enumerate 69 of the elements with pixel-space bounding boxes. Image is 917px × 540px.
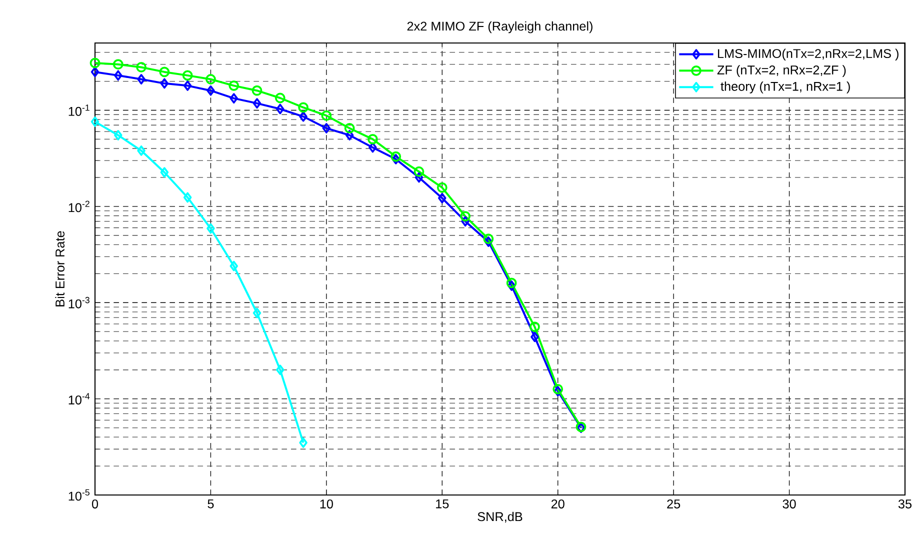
legend-label: ZF (nTx=2, nRx=2,ZF )	[717, 65, 846, 77]
point	[506, 278, 517, 288]
point	[276, 104, 284, 114]
x-axis-title: SNR,dB	[478, 512, 522, 523]
point	[159, 66, 170, 78]
point	[345, 130, 354, 140]
point	[274, 92, 286, 104]
point	[90, 58, 100, 68]
point	[114, 70, 122, 81]
point	[206, 74, 216, 84]
y-tick-label: 10$^{-5}$	[68, 489, 90, 501]
legend-label: LMS-MIMO(nTx=2,nRx=2,LMS )	[718, 48, 898, 61]
point	[252, 85, 262, 96]
point	[183, 192, 192, 203]
point	[484, 236, 493, 247]
point	[90, 116, 100, 127]
x-tick-label: 25	[667, 499, 680, 508]
point	[299, 437, 308, 448]
point	[183, 80, 192, 91]
y-tick-label: 10$^{-3}$	[68, 296, 90, 308]
point	[460, 211, 470, 222]
point	[368, 142, 377, 153]
point	[182, 70, 193, 81]
point	[392, 154, 400, 164]
point	[137, 74, 146, 84]
point	[230, 93, 238, 104]
point	[322, 123, 331, 134]
x-tick-label: 20	[551, 499, 564, 508]
point	[114, 130, 122, 140]
point	[368, 134, 378, 144]
point	[137, 145, 146, 156]
x-tick-label: 5	[208, 499, 214, 508]
point	[136, 62, 146, 72]
point	[252, 308, 262, 318]
y-tick-label: 10$^{-1}$	[68, 104, 90, 116]
y-axis-title: Bit Error Rate	[55, 231, 64, 306]
legend-label: theory (nTx=1, nRx=1 )	[720, 82, 850, 94]
point	[436, 182, 448, 193]
point	[507, 280, 516, 291]
x-tick-label: 0	[92, 499, 98, 508]
y-tick-label: 10$^{-2}$	[68, 200, 90, 212]
point	[228, 80, 240, 91]
point	[390, 151, 402, 162]
point	[461, 216, 470, 227]
point	[112, 59, 124, 70]
point	[530, 322, 540, 332]
point	[414, 172, 424, 183]
point	[321, 110, 332, 121]
point	[160, 78, 169, 89]
point	[483, 234, 494, 244]
point	[276, 364, 284, 376]
x-tick-label: 30	[782, 499, 796, 508]
point	[230, 260, 238, 272]
point	[530, 332, 539, 342]
point	[299, 111, 308, 122]
point	[160, 167, 169, 178]
point	[414, 166, 424, 177]
chart-title: 2x2 MIMO ZF (Rayleigh channel)	[407, 21, 592, 34]
point	[438, 192, 446, 204]
y-tick-label: 10$^{-4}$	[68, 393, 90, 404]
x-tick-label: 15	[436, 499, 449, 508]
point	[298, 102, 308, 113]
point	[252, 98, 262, 109]
point	[90, 66, 100, 78]
point	[344, 123, 355, 134]
point	[206, 85, 215, 96]
point	[206, 223, 215, 234]
x-tick-label: 35	[898, 499, 912, 508]
x-tick-label: 10	[320, 499, 333, 508]
